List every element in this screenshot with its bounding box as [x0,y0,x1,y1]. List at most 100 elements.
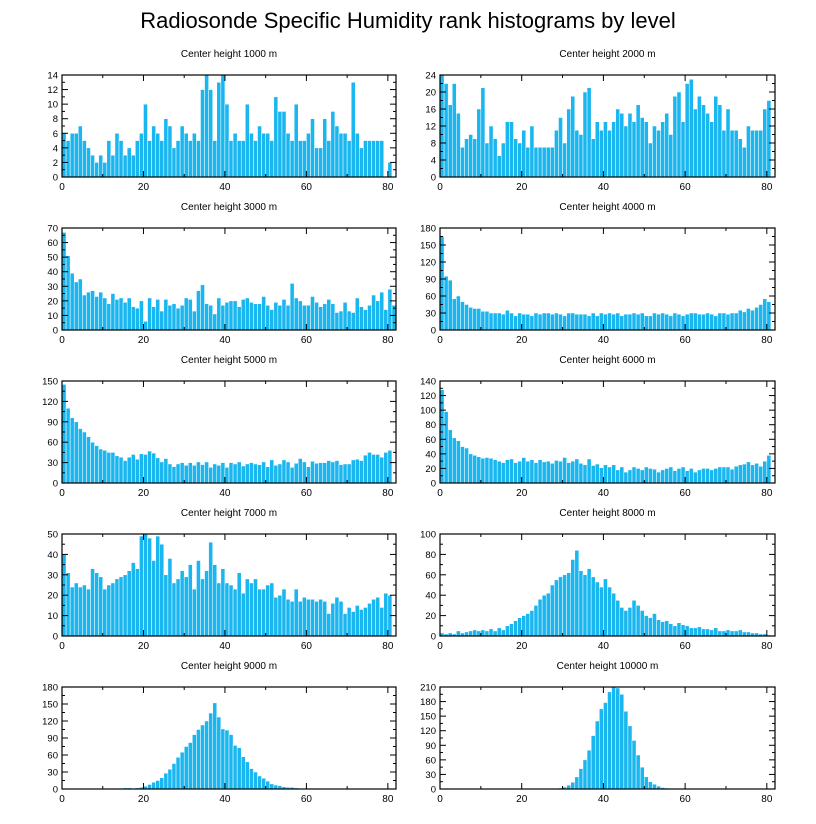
histogram-bar [762,108,768,178]
histogram-bar [253,578,258,637]
histogram-bar [550,147,555,178]
histogram-bar [330,461,336,484]
histogram-bar [363,309,368,331]
histogram-bar [521,457,527,484]
histogram-bar [737,464,743,484]
histogram-bar [314,463,319,484]
x-tick-label: 80 [761,335,773,346]
histogram-bar [509,623,514,637]
histogram-bar [155,780,161,790]
histogram-bar [379,456,385,484]
y-tick-label: 60 [47,751,58,762]
histogram-bar [468,453,473,484]
histogram-bar [631,312,637,331]
x-tick-label: 0 [59,641,65,652]
x-tick-label: 80 [761,182,773,193]
histogram-bar [143,533,148,637]
histogram-bar [167,125,173,178]
y-tick-label: 4 [431,156,436,167]
histogram-bar [236,140,242,178]
histogram-bar [232,588,238,637]
histogram-bar [102,588,108,637]
histogram-bar [183,297,189,331]
histogram-bar [371,140,376,178]
histogram-bar [521,313,527,331]
histogram-bar [590,312,596,331]
x-tick-label: 40 [598,182,610,193]
histogram-bar [452,83,457,178]
histogram-bar [253,771,258,790]
histogram-bar [249,133,254,178]
y-tick-label: 2 [53,158,58,169]
histogram-bar [387,288,393,331]
histogram-bar [594,315,600,331]
x-tick-label: 60 [301,182,313,193]
histogram-bar [273,302,279,331]
histogram-bar [611,464,616,484]
y-tick-label: 80 [425,420,436,431]
histogram-bar [521,130,527,178]
histogram-bar [480,457,486,484]
histogram-bar [664,620,670,637]
histogram-bar [554,312,559,331]
histogram-bar [228,462,234,484]
histogram-bar [371,599,376,637]
histogram-bar [488,457,494,484]
histogram-bar [175,307,181,331]
histogram-bar [635,313,641,331]
y-tick-label: 4 [53,143,58,154]
histogram-bar [208,304,213,331]
histogram-bar [273,96,279,178]
histogram-bar [216,82,222,178]
y-tick-label: 120 [42,717,58,728]
histogram-bar [306,466,311,484]
histogram-bar [289,601,295,637]
histogram-bar [143,321,148,331]
histogram-bar [501,142,506,178]
histogram-bar [750,130,755,178]
histogram-bar [69,586,75,637]
histogram-bar [513,620,518,637]
histogram-bar [155,133,161,178]
histogram-bar [472,629,478,637]
x-tick-label: 80 [382,488,394,499]
histogram-bar [472,455,478,484]
histogram-bar [672,470,678,484]
histogram-bar [619,113,625,178]
histogram-bar [619,694,625,790]
histogram-bar [644,466,649,484]
x-tick-label: 0 [437,182,443,193]
histogram-bar [257,588,262,637]
histogram-bar [574,130,580,178]
histogram-bar [249,768,254,790]
histogram-bar [611,313,616,331]
histogram-bar [603,702,608,790]
histogram-bar [183,746,189,790]
histogram-bar [383,309,389,331]
histogram-bar [314,601,319,637]
histogram-bar [151,560,156,637]
histogram-bar [582,313,588,331]
histogram-bar [476,108,482,178]
histogram-bar [447,429,453,484]
x-tick-label: 0 [437,335,443,346]
histogram-bar [159,543,165,637]
histogram-bar [78,428,83,484]
histogram-bar [98,576,103,637]
histogram-bar [342,133,348,178]
histogram-bar [721,312,727,331]
histogram-bar [558,313,563,331]
histogram-bar [110,293,116,331]
histogram-bar [196,560,201,637]
y-tick-label: 180 [42,683,58,694]
histogram-bar [265,780,270,790]
histogram-bar [656,619,661,637]
histogram-bar [688,312,694,331]
histogram-bar [118,456,124,484]
histogram-bar [574,550,580,637]
histogram-bar [566,312,571,331]
histogram-bar [619,607,625,637]
histogram-bar [480,311,486,331]
histogram-bar [281,299,287,331]
